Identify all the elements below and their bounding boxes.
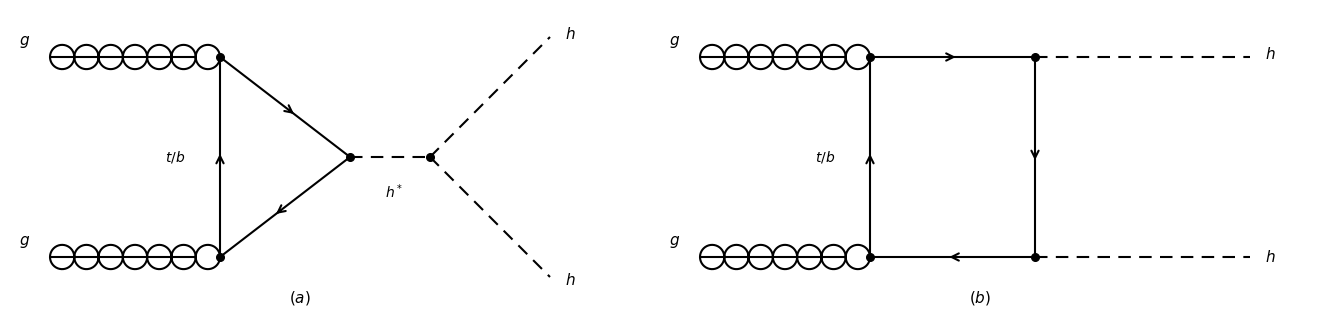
Text: $(a)$: $(a)$	[289, 289, 311, 307]
Text: $t/b$: $t/b$	[814, 149, 835, 165]
Text: $h$: $h$	[565, 272, 576, 288]
Text: $g$: $g$	[20, 34, 30, 50]
Text: $g$: $g$	[670, 234, 681, 250]
Text: $h^*$: $h^*$	[385, 182, 404, 201]
Text: $t/b$: $t/b$	[164, 149, 185, 165]
Text: $h$: $h$	[565, 26, 576, 42]
Text: $g$: $g$	[670, 34, 681, 50]
Text: $g$: $g$	[20, 234, 30, 250]
Text: $h$: $h$	[1264, 249, 1275, 265]
Text: $(b)$: $(b)$	[969, 289, 992, 307]
Text: $h$: $h$	[1264, 46, 1275, 62]
